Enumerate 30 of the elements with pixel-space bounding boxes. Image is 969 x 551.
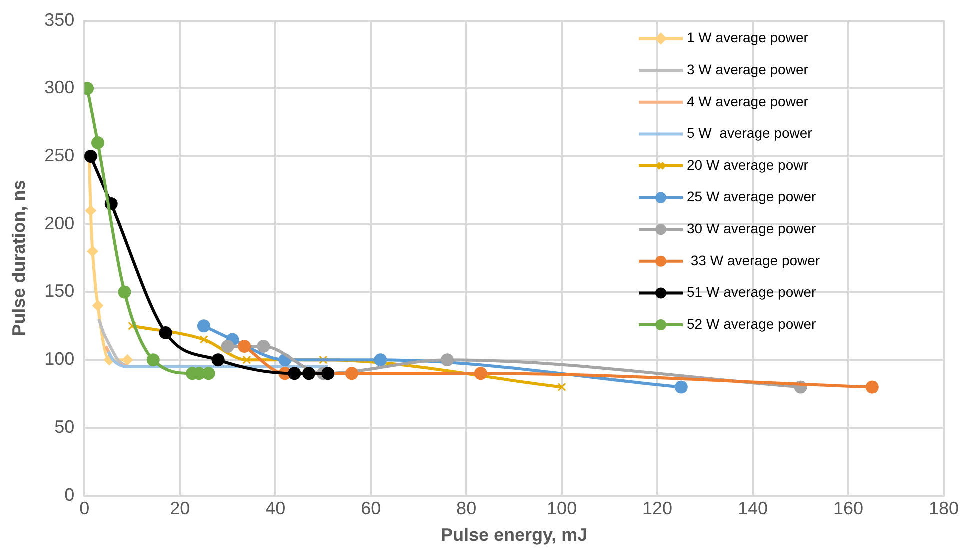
y-tick-label: 100 bbox=[44, 349, 75, 370]
y-axis-title: Pulse duration, ns bbox=[8, 180, 29, 336]
legend-label: 1 W average power bbox=[687, 30, 809, 46]
x-tick-label: 160 bbox=[833, 498, 864, 519]
x-tick-label: 100 bbox=[547, 498, 578, 519]
x-axis-title: Pulse energy, mJ bbox=[440, 525, 588, 546]
x-tick-label: 20 bbox=[170, 498, 190, 519]
y-tick-label: 300 bbox=[44, 78, 75, 98]
x-tick-label: 140 bbox=[738, 498, 768, 519]
legend-label: 20 W average powr bbox=[687, 156, 809, 173]
legend-label: 4 W average power bbox=[687, 93, 809, 110]
x-tick-label: 40 bbox=[266, 498, 286, 519]
legend-label: 52 W average power bbox=[687, 316, 817, 332]
legend-label: 5 W average power bbox=[687, 125, 813, 142]
x-tick-label: 60 bbox=[361, 498, 382, 519]
x-tick-label: 120 bbox=[642, 498, 673, 519]
x-tick-label: 180 bbox=[928, 498, 960, 519]
y-tick-label: 350 bbox=[44, 10, 75, 30]
x-tick-label: 0 bbox=[80, 498, 90, 519]
y-tick-label: 50 bbox=[54, 416, 75, 437]
y-tick-label: 200 bbox=[44, 213, 75, 234]
legend-label: 30 W average power bbox=[687, 220, 817, 236]
legend-label: 51 W average power bbox=[687, 284, 817, 300]
legend-label: 3 W average power bbox=[687, 61, 809, 78]
legend-label: 33 W average power bbox=[687, 252, 820, 268]
x-tick-label: 80 bbox=[456, 498, 477, 519]
y-tick-label: 250 bbox=[44, 145, 75, 166]
y-tick-label: 0 bbox=[64, 484, 75, 505]
legend-label: 25 W average power bbox=[687, 188, 817, 205]
y-tick-label: 150 bbox=[44, 281, 75, 302]
